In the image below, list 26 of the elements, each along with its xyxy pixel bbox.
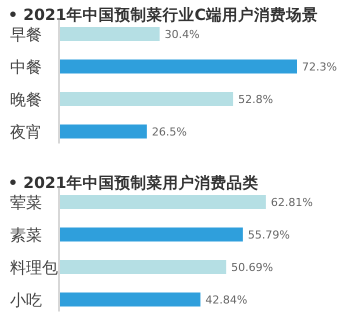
data-label: 26.5% — [152, 126, 187, 138]
bar — [60, 228, 243, 242]
bar — [60, 92, 234, 106]
bar — [60, 195, 266, 209]
bar — [60, 260, 226, 274]
data-label: 72.3% — [302, 60, 337, 74]
bar — [60, 124, 147, 138]
bar — [60, 27, 160, 41]
bar — [60, 292, 200, 306]
data-label: 30.4% — [164, 28, 200, 41]
data-label: 52.8% — [238, 93, 274, 106]
data-label: 42.84% — [205, 294, 248, 306]
y-tick-label: 中餐 — [10, 58, 42, 76]
chart-title: • 2021年中国预制菜用户消费品类 — [8, 174, 258, 192]
y-tick-label: 素菜 — [10, 226, 42, 244]
chart-title: • 2021年中国预制菜行业C端用户消费场景 — [8, 6, 318, 24]
y-tick-label: 早餐 — [10, 25, 42, 44]
y-tick-label: 夜宵 — [10, 122, 42, 142]
y-tick-label: 小吃 — [10, 290, 42, 310]
y-tick-label: 晚餐 — [10, 90, 42, 109]
bar — [60, 60, 297, 74]
data-label: 50.69% — [231, 261, 274, 274]
y-tick-label: 荤菜 — [10, 193, 42, 212]
data-label: 62.81% — [270, 196, 313, 209]
data-label: 55.79% — [248, 228, 290, 242]
y-tick-label: 料理包 — [10, 258, 58, 277]
